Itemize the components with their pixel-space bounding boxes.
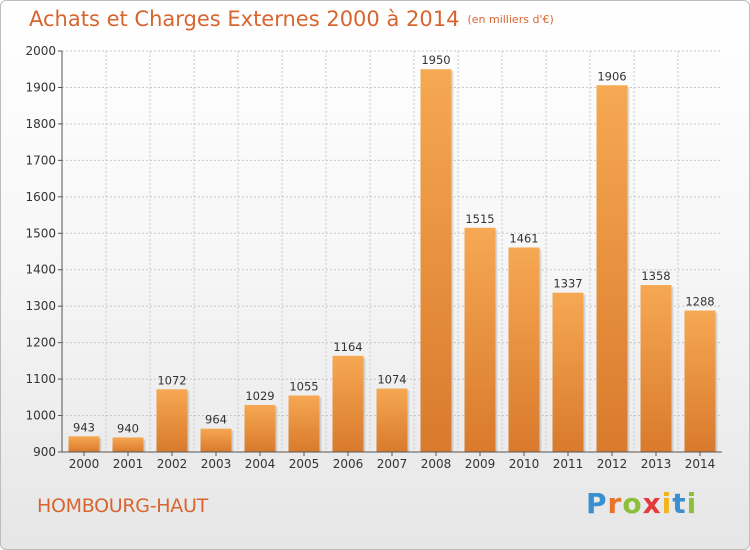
- bar-2010: [508, 247, 540, 452]
- value-label: 1074: [377, 373, 406, 387]
- x-tick-label: 2001: [113, 457, 144, 471]
- x-tick-label: 2003: [201, 457, 232, 471]
- value-label: 940: [117, 421, 139, 435]
- bar-2007: [376, 388, 408, 452]
- value-label: 1461: [509, 231, 538, 245]
- value-label: 964: [205, 413, 227, 427]
- x-tick-label: 2006: [333, 457, 364, 471]
- logo-letter: o: [622, 487, 643, 520]
- bar-2006: [332, 355, 364, 452]
- x-tick-label: 2000: [69, 457, 100, 471]
- commune-name: HOMBOURG-HAUT: [37, 495, 208, 517]
- y-tick-label: 2000: [25, 44, 56, 58]
- y-tick-label: 1900: [25, 80, 56, 94]
- y-tick-label: 1800: [25, 117, 56, 131]
- value-label: 1055: [289, 379, 318, 393]
- bar-2004: [244, 404, 276, 452]
- x-tick-label: 2007: [377, 457, 408, 471]
- y-tick-label: 900: [33, 445, 56, 459]
- bar-2002: [156, 389, 188, 452]
- logo-letter: x: [642, 487, 662, 520]
- y-tick-label: 1700: [25, 153, 56, 167]
- x-tick-label: 2008: [421, 457, 452, 471]
- x-tick-label: 2013: [641, 457, 672, 471]
- value-label: 1164: [333, 340, 362, 354]
- bar-2013: [640, 285, 672, 452]
- x-tick-label: 2005: [289, 457, 320, 471]
- chart-title: Achats et Charges Externes 2000 à 2014 (e…: [29, 7, 554, 31]
- axes: 900 1000 1100 1200 1300 1400 1500 1600 1700 1800 1…: [25, 44, 722, 471]
- y-tick-label: 1500: [25, 226, 56, 240]
- bar-2005: [288, 395, 320, 452]
- bar-2009: [464, 227, 496, 452]
- y-tick-label: 1100: [25, 372, 56, 386]
- value-label: 943: [73, 420, 95, 434]
- value-label: 1950: [421, 53, 450, 67]
- logo-letter: P: [586, 487, 608, 520]
- bar-2011: [552, 292, 584, 452]
- value-label: 1906: [597, 69, 626, 83]
- y-tick-label: 1600: [25, 190, 56, 204]
- x-tick-label: 2004: [245, 457, 276, 471]
- bar-2014: [684, 310, 716, 452]
- logo-letter: t: [672, 487, 687, 520]
- bar-2008: [420, 69, 452, 453]
- y-tick-label: 1200: [25, 336, 56, 350]
- x-tick-label: 2009: [465, 457, 496, 471]
- y-tick-label: 1300: [25, 299, 56, 313]
- value-label: 1072: [157, 373, 186, 387]
- chart-unit: (en milliers d'€): [467, 13, 554, 26]
- bar-2000: [68, 436, 100, 452]
- x-tick-label: 2012: [597, 457, 628, 471]
- bars: [68, 69, 718, 453]
- bar-2001: [112, 437, 144, 452]
- value-label: 1337: [553, 277, 582, 291]
- value-label: 1288: [685, 295, 714, 309]
- logo-letter: i: [661, 487, 673, 520]
- y-tick-label: 1000: [25, 409, 56, 423]
- value-label: 1358: [641, 269, 670, 283]
- x-tick-label: 2002: [157, 457, 188, 471]
- x-tick-label: 2011: [553, 457, 584, 471]
- logo-letter: r: [607, 487, 623, 520]
- logo-letter: i: [686, 487, 698, 520]
- x-tick-label: 2010: [509, 457, 540, 471]
- x-tick-label: 2014: [685, 457, 716, 471]
- value-labels: 943 940 1072 964 1029 1055 1164 1074 1950 1515 146…: [73, 53, 715, 435]
- bar-2003: [200, 428, 232, 452]
- chart-title-text: Achats et Charges Externes 2000 à 2014: [29, 7, 460, 31]
- proxiti-logo: Proxiti: [586, 487, 697, 520]
- y-tick-label: 1400: [25, 263, 56, 277]
- bar-2012: [596, 85, 628, 452]
- value-label: 1515: [465, 212, 494, 226]
- value-label: 1029: [245, 389, 274, 403]
